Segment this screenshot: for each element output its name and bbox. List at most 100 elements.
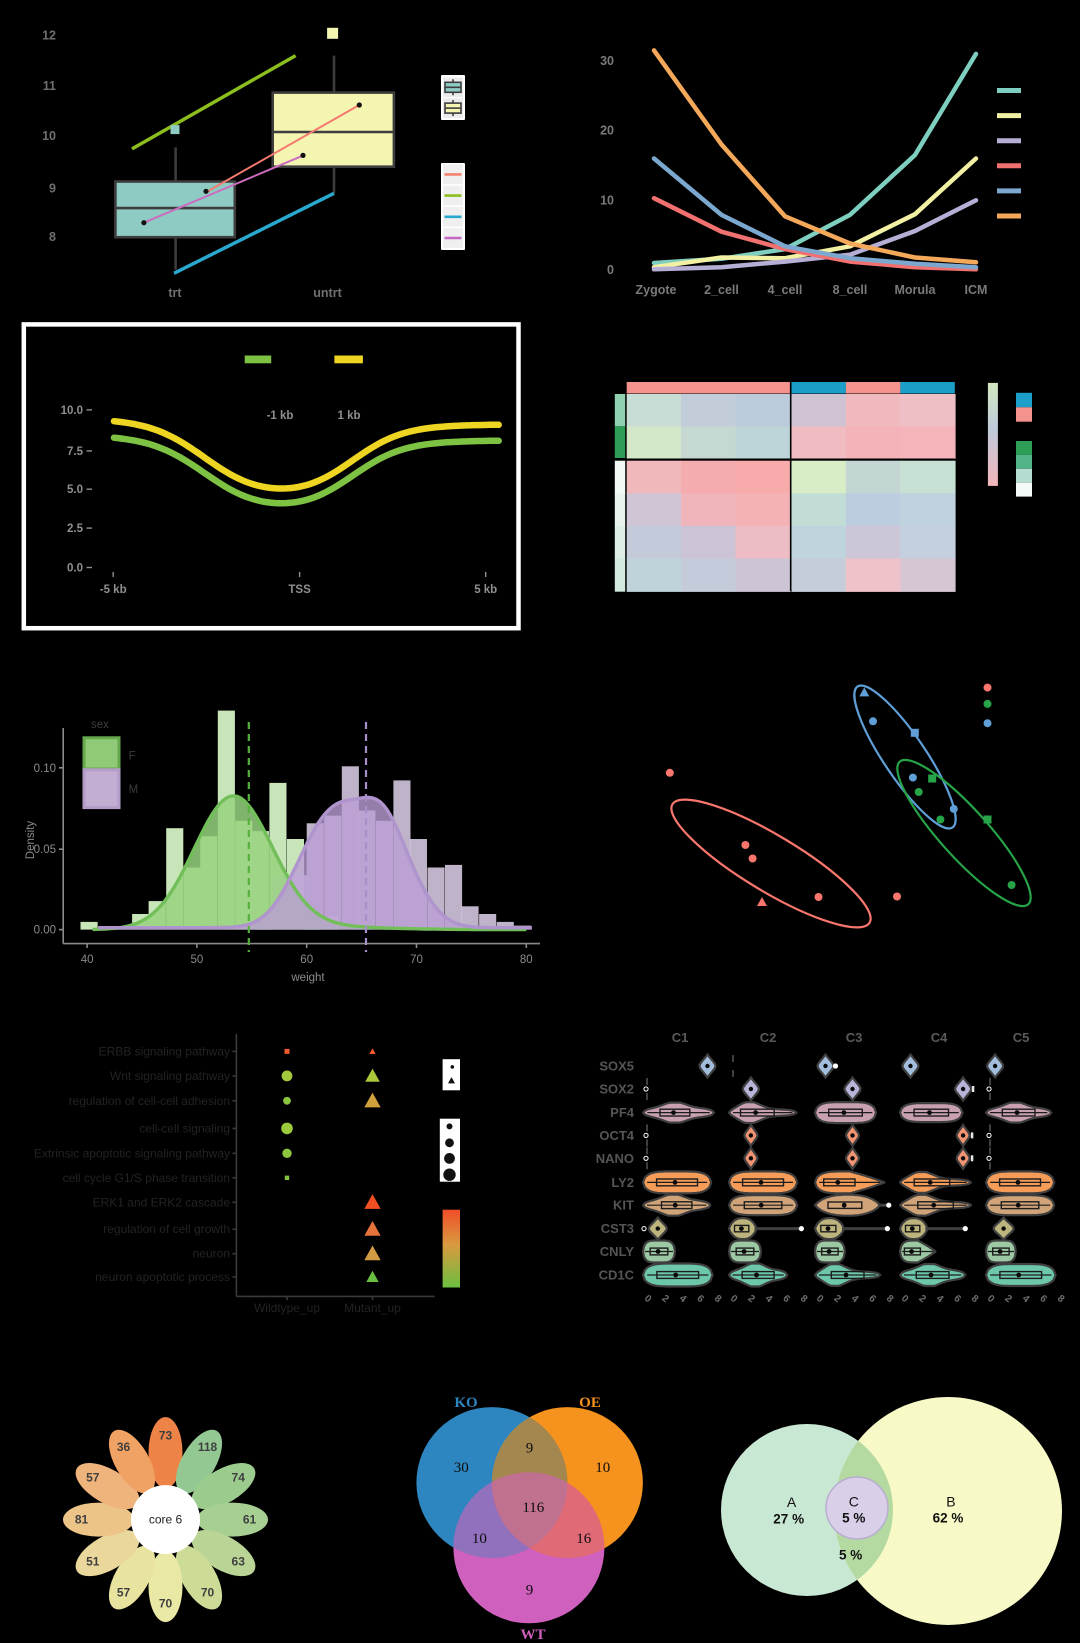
svg-text:-1 kb: -1 kb (267, 410, 294, 422)
svg-text:C: C (849, 1494, 859, 1510)
svg-text:sex: sex (91, 719, 109, 731)
svg-text:8_cell: 8_cell (833, 283, 868, 297)
svg-text:NANO: NANO (596, 1151, 634, 1166)
svg-text:0: 0 (607, 263, 614, 277)
svg-text:2: 2 (659, 1293, 671, 1305)
svg-text:ERK1 and ERK2 cascade: ERK1 and ERK2 cascade (93, 1195, 231, 1209)
svg-text:C5: C5 (1013, 1030, 1030, 1045)
svg-text:16: 16 (576, 1531, 592, 1547)
svg-text:4: 4 (849, 1293, 861, 1305)
svg-text:9: 9 (526, 1582, 534, 1598)
svg-text:57: 57 (117, 1585, 131, 1599)
svg-text:1 kb: 1 kb (337, 410, 360, 422)
svg-text:2: 2 (831, 1293, 843, 1305)
svg-text:0: 0 (899, 1293, 911, 1305)
svg-text:-5 kb: -5 kb (100, 584, 127, 596)
svg-text:7.5: 7.5 (67, 446, 84, 458)
svg-text:81: 81 (75, 1513, 89, 1527)
svg-text:2.5: 2.5 (67, 523, 84, 535)
svg-text:80: 80 (520, 954, 533, 966)
svg-text:Zygote: Zygote (636, 283, 677, 297)
svg-text:Extrinsic apoptotic signaling: Extrinsic apoptotic signaling pathway (34, 1146, 230, 1160)
svg-text:2: 2 (1002, 1293, 1014, 1305)
svg-text:OCT4: OCT4 (599, 1128, 634, 1143)
svg-text:2: 2 (916, 1293, 928, 1305)
svg-text:SOX2: SOX2 (599, 1082, 634, 1097)
svg-text:6: 6 (694, 1293, 706, 1305)
svg-text:CST3: CST3 (601, 1221, 634, 1236)
svg-text:neuron: neuron (193, 1247, 230, 1261)
svg-text:12: 12 (42, 29, 56, 43)
svg-text:Morula: Morula (895, 283, 937, 297)
svg-text:F: F (129, 750, 136, 762)
svg-text:10.0: 10.0 (61, 405, 83, 417)
svg-text:B: B (946, 1494, 955, 1510)
svg-text:core 6: core 6 (149, 1513, 183, 1527)
svg-text:C3: C3 (846, 1030, 863, 1045)
svg-text:70: 70 (159, 1597, 173, 1611)
svg-text:0.0: 0.0 (67, 563, 83, 575)
svg-text:4: 4 (1020, 1293, 1032, 1305)
svg-text:CNLY: CNLY (600, 1244, 635, 1259)
svg-text:6: 6 (951, 1293, 963, 1305)
svg-text:PF4: PF4 (610, 1105, 635, 1120)
svg-text:cell-cell signaling: cell-cell signaling (139, 1121, 230, 1135)
svg-text:36: 36 (117, 1440, 131, 1454)
svg-text:ERBB signaling pathway: ERBB signaling pathway (99, 1044, 230, 1058)
svg-text:8: 8 (884, 1293, 896, 1305)
svg-text:40: 40 (81, 954, 94, 966)
svg-text:CD1C: CD1C (599, 1268, 635, 1283)
svg-text:regulation of cell growth: regulation of cell growth (103, 1222, 230, 1236)
svg-text:0: 0 (985, 1293, 997, 1305)
svg-text:6: 6 (780, 1293, 792, 1305)
svg-text:4_cell: 4_cell (768, 283, 803, 297)
svg-text:cell cycle G1/S phase transiti: cell cycle G1/S phase transition (63, 1171, 230, 1185)
svg-text:63: 63 (232, 1555, 246, 1569)
svg-text:5 %: 5 % (839, 1548, 862, 1563)
svg-text:50: 50 (191, 954, 204, 966)
svg-text:6: 6 (866, 1293, 878, 1305)
svg-text:A: A (787, 1494, 797, 1510)
svg-text:6: 6 (1037, 1293, 1049, 1305)
svg-text:KIT: KIT (613, 1198, 634, 1213)
svg-text:9: 9 (49, 182, 56, 196)
svg-text:M: M (129, 784, 139, 796)
svg-text:Mutant_up: Mutant_up (344, 1301, 401, 1315)
svg-text:4: 4 (763, 1293, 775, 1305)
svg-text:70: 70 (201, 1585, 215, 1599)
svg-text:30: 30 (600, 54, 614, 68)
svg-text:LY2: LY2 (611, 1175, 634, 1190)
svg-text:0.10: 0.10 (34, 763, 56, 775)
svg-text:Wnt signaling pathway: Wnt signaling pathway (110, 1069, 230, 1083)
svg-text:74: 74 (232, 1471, 246, 1485)
svg-text:2_cell: 2_cell (704, 283, 739, 297)
svg-text:Wildtype_up: Wildtype_up (254, 1301, 320, 1315)
svg-text:8: 8 (798, 1293, 810, 1305)
svg-text:116: 116 (522, 1500, 544, 1516)
svg-text:10: 10 (600, 193, 614, 207)
svg-text:KO: KO (454, 1395, 477, 1411)
svg-text:5 kb: 5 kb (474, 584, 497, 596)
svg-text:62 %: 62 % (933, 1511, 964, 1526)
svg-text:TSS: TSS (288, 584, 311, 596)
svg-text:9: 9 (526, 1441, 534, 1457)
svg-text:WT: WT (520, 1627, 545, 1643)
svg-text:5 %: 5 % (842, 1511, 865, 1526)
svg-text:60: 60 (300, 954, 313, 966)
svg-text:11: 11 (43, 79, 56, 93)
svg-text:trt: trt (168, 286, 182, 300)
svg-text:51: 51 (86, 1555, 100, 1569)
svg-text:10: 10 (42, 129, 56, 143)
svg-text:4: 4 (677, 1293, 689, 1305)
svg-text:61: 61 (243, 1513, 257, 1527)
svg-text:2: 2 (745, 1293, 757, 1305)
svg-text:30: 30 (454, 1460, 469, 1476)
svg-text:weight: weight (290, 972, 325, 984)
svg-text:0.00: 0.00 (34, 925, 56, 937)
svg-text:SOX5: SOX5 (599, 1059, 634, 1074)
svg-text:Density: Density (25, 821, 37, 860)
svg-text:C1: C1 (672, 1030, 689, 1045)
svg-text:57: 57 (86, 1471, 100, 1485)
svg-text:27 %: 27 % (773, 1511, 804, 1526)
svg-text:neuron apoptotic process: neuron apoptotic process (95, 1270, 230, 1284)
